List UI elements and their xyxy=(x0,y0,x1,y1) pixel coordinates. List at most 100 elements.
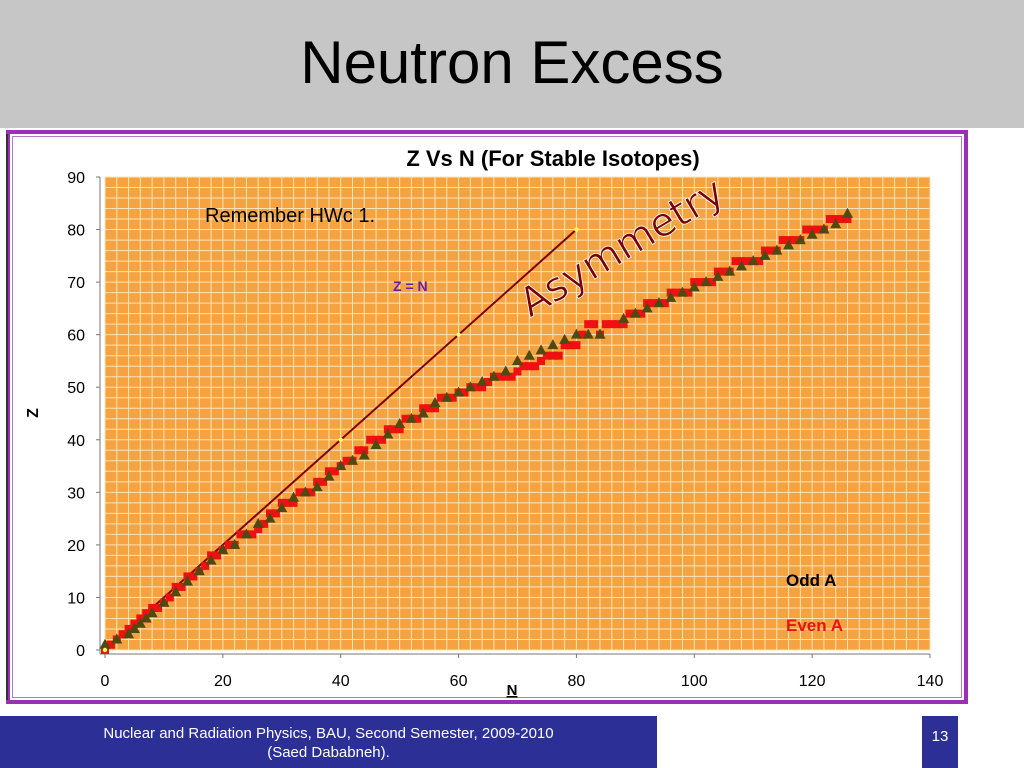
y-tick-label: 40 xyxy=(67,433,85,450)
legend-even-a: Even A xyxy=(786,616,843,635)
even-a-point xyxy=(625,309,634,318)
y-tick-label: 80 xyxy=(67,223,85,240)
odd-a-point xyxy=(464,381,476,392)
y-tick-label: 30 xyxy=(67,485,85,502)
odd-a-point xyxy=(476,375,488,386)
z-equals-n-label: Z = N xyxy=(393,278,428,294)
left-rule xyxy=(6,134,8,700)
z-equals-n-marker xyxy=(574,227,579,232)
grid xyxy=(104,176,931,651)
odd-a-point xyxy=(405,412,417,423)
even-a-point xyxy=(590,320,599,329)
even-a-point xyxy=(619,320,628,329)
y-tick-label: 10 xyxy=(67,590,85,607)
y-tick-label: 50 xyxy=(67,380,85,397)
odd-a-point xyxy=(618,312,630,323)
y-tick-label: 90 xyxy=(67,170,85,187)
even-a-point xyxy=(766,246,775,255)
y-tick-label: 0 xyxy=(76,643,85,660)
even-a-point xyxy=(684,288,693,297)
footer-author: (Saed Dababneh). xyxy=(267,744,390,761)
even-a-point xyxy=(755,257,764,266)
even-a-point xyxy=(837,215,846,224)
even-a-point xyxy=(572,341,581,350)
odd-a-point xyxy=(276,502,288,513)
even-a-point xyxy=(295,488,304,497)
odd-a-point xyxy=(217,544,229,555)
odd-a-point xyxy=(193,565,205,576)
odd-a-point xyxy=(158,596,170,607)
odd-a-point xyxy=(140,612,152,623)
odd-a-point xyxy=(842,207,853,218)
odd-a-point xyxy=(794,234,806,245)
even-a-point xyxy=(431,404,439,413)
odd-a-point xyxy=(252,517,264,528)
odd-a-point xyxy=(559,333,571,344)
odd-a-point xyxy=(629,307,641,318)
even-a-point xyxy=(495,372,504,381)
even-a-point xyxy=(478,383,487,392)
even-a-point xyxy=(649,299,658,308)
odd-a-point xyxy=(594,328,606,339)
odd-a-point xyxy=(417,407,429,418)
even-a-point xyxy=(366,435,375,444)
odd-a-point xyxy=(547,339,559,350)
z-equals-n-marker xyxy=(456,332,461,337)
even-a-point xyxy=(330,467,339,476)
x-tick-label: 140 xyxy=(917,673,944,690)
odd-a-point xyxy=(229,538,241,549)
even-a-point xyxy=(566,341,575,350)
even-a-point xyxy=(106,640,115,649)
x-tick-label: 0 xyxy=(101,673,110,690)
legend-odd-a: Odd A xyxy=(786,571,836,590)
odd-a-point xyxy=(264,512,276,523)
odd-a-point xyxy=(523,349,535,360)
odd-a-point xyxy=(347,454,358,465)
odd-a-point xyxy=(394,418,406,429)
footer-course: Nuclear and Radiation Physics, BAU, Seco… xyxy=(103,725,554,742)
odd-a-point xyxy=(123,628,135,639)
odd-a-point xyxy=(182,575,193,586)
even-a-point xyxy=(672,288,681,297)
odd-a-point xyxy=(783,239,795,250)
even-a-point xyxy=(154,603,163,612)
even-a-point xyxy=(389,425,398,434)
even-a-point xyxy=(613,320,622,329)
even-a-point xyxy=(413,414,422,423)
y-tick-label: 60 xyxy=(67,328,85,345)
series-odd-a xyxy=(99,207,853,649)
even-a-point xyxy=(177,582,186,591)
even-a-point xyxy=(578,330,587,339)
odd-a-point xyxy=(641,302,653,313)
odd-a-point xyxy=(311,481,323,492)
even-a-point xyxy=(601,320,610,329)
odd-a-point xyxy=(382,428,394,439)
odd-a-point xyxy=(429,396,441,407)
odd-a-point xyxy=(299,486,311,497)
even-a-point xyxy=(283,498,292,507)
even-a-point xyxy=(513,367,522,376)
odd-a-point xyxy=(358,449,370,460)
odd-a-point xyxy=(335,460,347,471)
even-a-point xyxy=(395,425,404,434)
even-a-point xyxy=(554,351,563,360)
even-a-point xyxy=(189,572,198,581)
even-a-point xyxy=(537,356,546,365)
even-a-point xyxy=(548,351,557,360)
odd-a-point xyxy=(205,554,217,565)
even-a-point xyxy=(802,225,811,234)
odd-a-point xyxy=(806,228,818,239)
even-a-point xyxy=(531,362,540,371)
even-a-point xyxy=(731,257,740,266)
odd-a-point xyxy=(700,276,712,287)
even-a-point xyxy=(425,404,434,413)
odd-a-point xyxy=(134,617,146,628)
chart-frame-inner xyxy=(12,136,962,698)
even-a-point xyxy=(778,236,787,245)
even-a-point xyxy=(436,393,445,402)
odd-a-point xyxy=(582,328,594,339)
y-axis-label: Z xyxy=(25,408,42,418)
odd-a-point xyxy=(500,365,512,376)
odd-a-point xyxy=(688,281,700,292)
even-a-point xyxy=(460,388,469,397)
